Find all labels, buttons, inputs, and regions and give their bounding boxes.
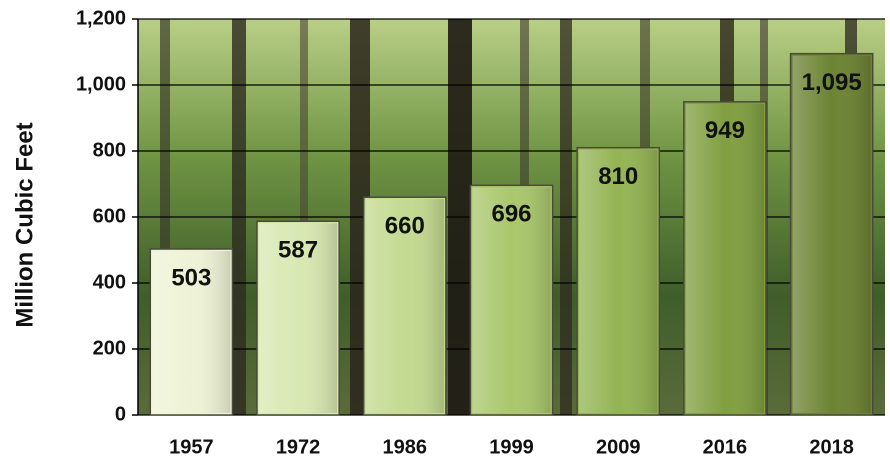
y-tick-label: 600 [93, 205, 126, 227]
x-tick-label: 2009 [596, 436, 641, 458]
y-tick-label: 400 [93, 271, 126, 293]
y-tick-label: 1,000 [76, 73, 126, 95]
bar-sheen [686, 104, 764, 413]
x-tick-label: 2016 [703, 436, 748, 458]
y-tick-label: 1,200 [76, 7, 126, 29]
value-label: 660 [385, 213, 425, 240]
y-tick-label: 0 [115, 403, 126, 425]
value-label: 810 [598, 163, 638, 190]
x-tick-label: 1972 [276, 436, 321, 458]
y-tick-label: 200 [93, 337, 126, 359]
x-tick-label: 1999 [489, 436, 534, 458]
chart: Million Cubic Feet 0 200 400 600 800 1,000 1,2… [0, 0, 890, 465]
x-tick-label: 2018 [809, 436, 854, 458]
y-axis-label: Million Cubic Feet [11, 122, 38, 327]
value-label: 1,095 [802, 69, 862, 96]
value-label: 503 [171, 264, 211, 291]
y-tick-label: 800 [93, 139, 126, 161]
x-tick-label: 1986 [383, 436, 428, 458]
bar-sheen [793, 56, 871, 413]
x-tick-label: 1957 [169, 436, 214, 458]
value-label: 587 [278, 237, 318, 264]
value-label: 949 [705, 117, 745, 144]
value-label: 696 [491, 201, 531, 228]
